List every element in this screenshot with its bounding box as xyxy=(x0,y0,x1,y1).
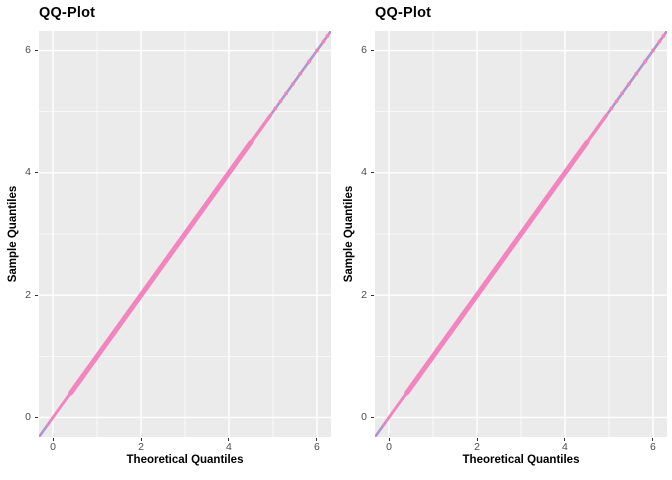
x-tick-mark xyxy=(388,438,390,441)
qq-plot-right: QQ-Plot Sample Quantiles Theoretical Qua… xyxy=(336,0,672,480)
y-tick-label: 6 xyxy=(361,44,367,57)
qq-point xyxy=(657,39,662,44)
y-tick-mark xyxy=(371,172,374,174)
qq-point xyxy=(620,91,625,96)
y-tick-label: 2 xyxy=(25,288,31,301)
qq-point xyxy=(382,423,386,427)
qq-points-band xyxy=(49,391,73,423)
x-tick-label: 0 xyxy=(50,441,56,453)
qq-point xyxy=(634,71,639,76)
qq-points-band xyxy=(585,113,609,144)
x-tick-label: 2 xyxy=(138,441,144,453)
y-tick-mark xyxy=(371,416,374,418)
qq-point xyxy=(609,106,614,111)
x-axis-title: Theoretical Quantiles xyxy=(126,454,244,466)
y-tick-label: 4 xyxy=(25,166,31,179)
qq-point xyxy=(46,423,50,427)
y-tick-mark xyxy=(35,294,38,296)
qq-points-band xyxy=(385,391,409,423)
x-tick-mark xyxy=(316,438,318,441)
plot-panel xyxy=(375,31,667,437)
x-tick-mark xyxy=(652,438,654,441)
qq-point xyxy=(273,106,278,111)
qq-point xyxy=(661,33,666,38)
qq-point xyxy=(284,91,289,96)
x-tick-mark xyxy=(140,438,142,441)
y-tick-label: 6 xyxy=(25,44,31,57)
qq-points-band xyxy=(249,113,273,144)
x-axis-title: Theoretical Quantiles xyxy=(462,454,580,466)
x-tick-label: 0 xyxy=(386,441,392,453)
x-tick-mark xyxy=(564,438,566,441)
y-tick-mark xyxy=(35,50,38,52)
qq-point xyxy=(290,82,295,87)
qq-point xyxy=(643,59,647,64)
qq-point xyxy=(315,48,319,53)
plot-panel xyxy=(39,31,331,437)
x-tick-label: 4 xyxy=(562,441,568,453)
x-tick-mark xyxy=(476,438,478,441)
qq-point xyxy=(298,71,303,76)
qq-point xyxy=(278,99,283,104)
x-tick-mark xyxy=(228,438,230,441)
y-tick-label: 4 xyxy=(361,166,367,179)
x-tick-label: 2 xyxy=(474,441,480,453)
qq-chart-canvas xyxy=(39,31,331,437)
qq-chart-canvas xyxy=(375,31,667,437)
qq-plot-left: QQ-Plot Sample Quantiles Theoretical Qua… xyxy=(7,5,331,466)
y-tick-mark xyxy=(35,172,38,174)
y-tick-mark xyxy=(35,416,38,418)
qq-point xyxy=(321,39,326,44)
y-tick-label: 0 xyxy=(361,410,367,423)
y-tick-mark xyxy=(371,50,374,52)
x-tick-mark xyxy=(52,438,54,441)
y-axis-title: Sample Quantiles xyxy=(343,185,355,283)
x-tick-label: 6 xyxy=(650,441,656,453)
qq-points-band xyxy=(404,139,590,396)
y-tick-label: 0 xyxy=(25,410,31,423)
qq-point xyxy=(651,48,655,53)
y-tick-label: 2 xyxy=(361,288,367,301)
plot-title: QQ-Plot xyxy=(375,5,432,21)
plot-title: QQ-Plot xyxy=(39,5,96,21)
qq-point xyxy=(626,82,631,87)
y-tick-mark xyxy=(371,294,374,296)
qq-point xyxy=(325,33,330,38)
qq-points-band xyxy=(68,139,254,396)
x-tick-label: 4 xyxy=(226,441,232,453)
qq-point xyxy=(307,59,311,64)
qq-point xyxy=(614,99,619,104)
y-axis-title: Sample Quantiles xyxy=(7,185,19,283)
x-tick-label: 6 xyxy=(314,441,320,453)
